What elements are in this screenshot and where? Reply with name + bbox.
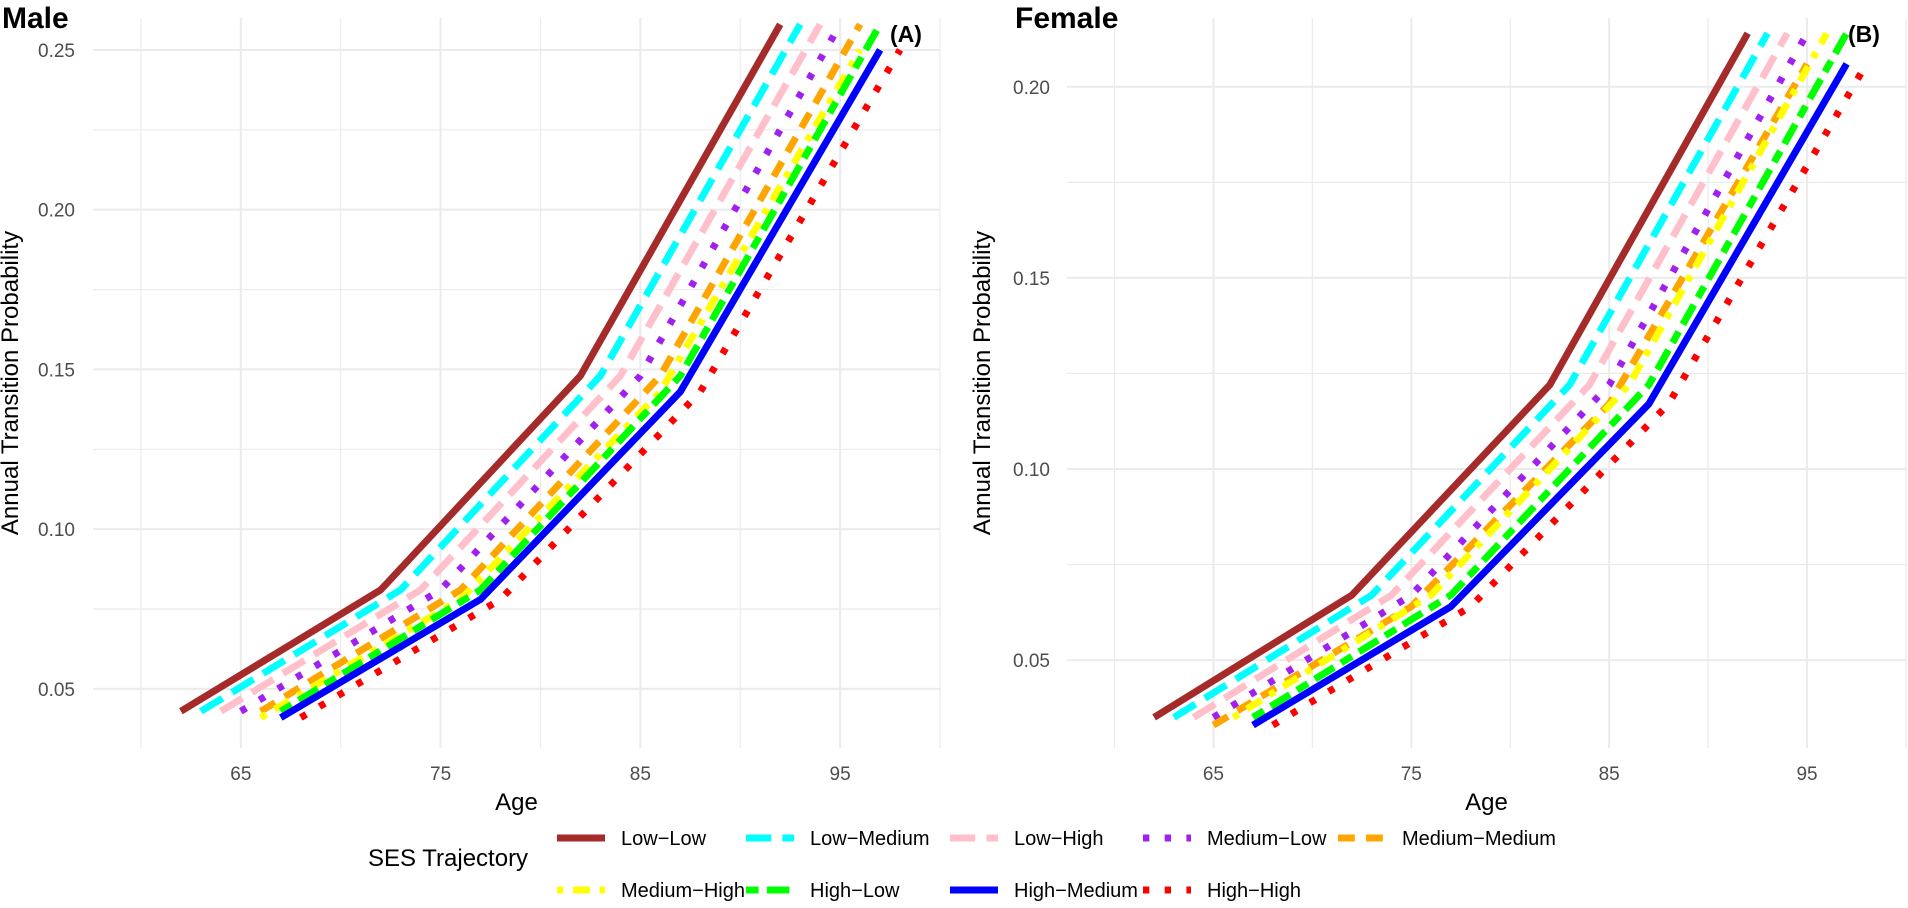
legend-title: SES Trajectory bbox=[368, 845, 528, 872]
y-axis-label: Annual Transition Probability bbox=[0, 231, 24, 535]
series-medium-high-line bbox=[259, 48, 864, 721]
series-medium-medium-line bbox=[1211, 62, 1811, 729]
panel-label: (B) bbox=[1848, 21, 1880, 47]
panel-title: Male bbox=[2, 2, 69, 35]
series-high-low-line bbox=[278, 22, 884, 715]
x-tick-label: 85 bbox=[1599, 764, 1620, 785]
gridlines bbox=[93, 18, 941, 748]
y-tick-label: 0.15 bbox=[1013, 269, 1050, 290]
legend-label-low-low: Low−Low bbox=[621, 828, 707, 850]
y-tick-label: 0.20 bbox=[38, 201, 75, 222]
y-tick-label: 0.10 bbox=[38, 520, 75, 541]
x-tick-label: 85 bbox=[630, 764, 651, 785]
series-medium-high-line bbox=[1231, 31, 1830, 721]
y-tick-label: 0.15 bbox=[38, 360, 75, 381]
series-low-high-line bbox=[218, 22, 824, 715]
series-low-low-line bbox=[179, 22, 784, 715]
series-low-medium-line bbox=[199, 22, 804, 715]
x-tick-label: 75 bbox=[1401, 764, 1422, 785]
panel-label: (A) bbox=[890, 21, 922, 47]
series-high-high-line bbox=[1271, 62, 1870, 729]
legend-label-high-low: High−Low bbox=[810, 880, 900, 902]
legend: SES Trajectory Low−Low Low−Medium Low−High… bbox=[368, 828, 1556, 902]
legend-label-medium-high: Medium−High bbox=[621, 880, 745, 902]
series-medium-medium-line bbox=[258, 22, 864, 715]
y-tick-label: 0.25 bbox=[38, 41, 75, 62]
series-high-high-line bbox=[299, 48, 904, 721]
x-tick-label: 65 bbox=[1203, 764, 1224, 785]
male-panel: 65 75 85 95 0.05 0.10 0.15 0.20 0.25 Age Annual Tr… bbox=[0, 2, 941, 816]
series-low-low-line bbox=[1152, 31, 1751, 721]
legend-label-low-high: Low−High bbox=[1014, 828, 1104, 850]
series-lines bbox=[1152, 31, 1870, 729]
legend-label-medium-low: Medium−Low bbox=[1207, 828, 1327, 850]
legend-label-medium-medium: Medium−Medium bbox=[1402, 828, 1556, 850]
y-axis-label: Annual Transition Probability bbox=[969, 231, 996, 535]
x-tick-label: 95 bbox=[830, 764, 851, 785]
y-tick-label: 0.05 bbox=[38, 680, 75, 701]
legend-label-high-high: High−High bbox=[1207, 880, 1301, 902]
female-panel: 65 75 85 95 0.05 0.10 0.15 0.20 Age Annual Transi… bbox=[969, 2, 1907, 816]
y-tick-label: 0.05 bbox=[1013, 651, 1050, 672]
x-tick-label: 95 bbox=[1796, 764, 1817, 785]
series-high-medium-line bbox=[279, 48, 884, 721]
x-axis-label: Age bbox=[1465, 789, 1508, 816]
x-tick-label: 65 bbox=[230, 764, 251, 785]
x-axis-label: Age bbox=[495, 789, 538, 816]
gridlines bbox=[1067, 18, 1907, 748]
series-high-medium-line bbox=[1251, 62, 1850, 729]
series-low-medium-line bbox=[1172, 31, 1771, 721]
y-tick-label: 0.20 bbox=[1013, 78, 1050, 99]
series-low-high-line bbox=[1191, 31, 1791, 721]
legend-label-high-medium: High−Medium bbox=[1014, 880, 1138, 902]
legend-label-low-medium: Low−Medium bbox=[810, 828, 930, 850]
y-tick-label: 0.10 bbox=[1013, 460, 1050, 481]
x-tick-label: 75 bbox=[430, 764, 451, 785]
panel-title: Female bbox=[1015, 2, 1118, 35]
series-lines bbox=[179, 22, 904, 721]
